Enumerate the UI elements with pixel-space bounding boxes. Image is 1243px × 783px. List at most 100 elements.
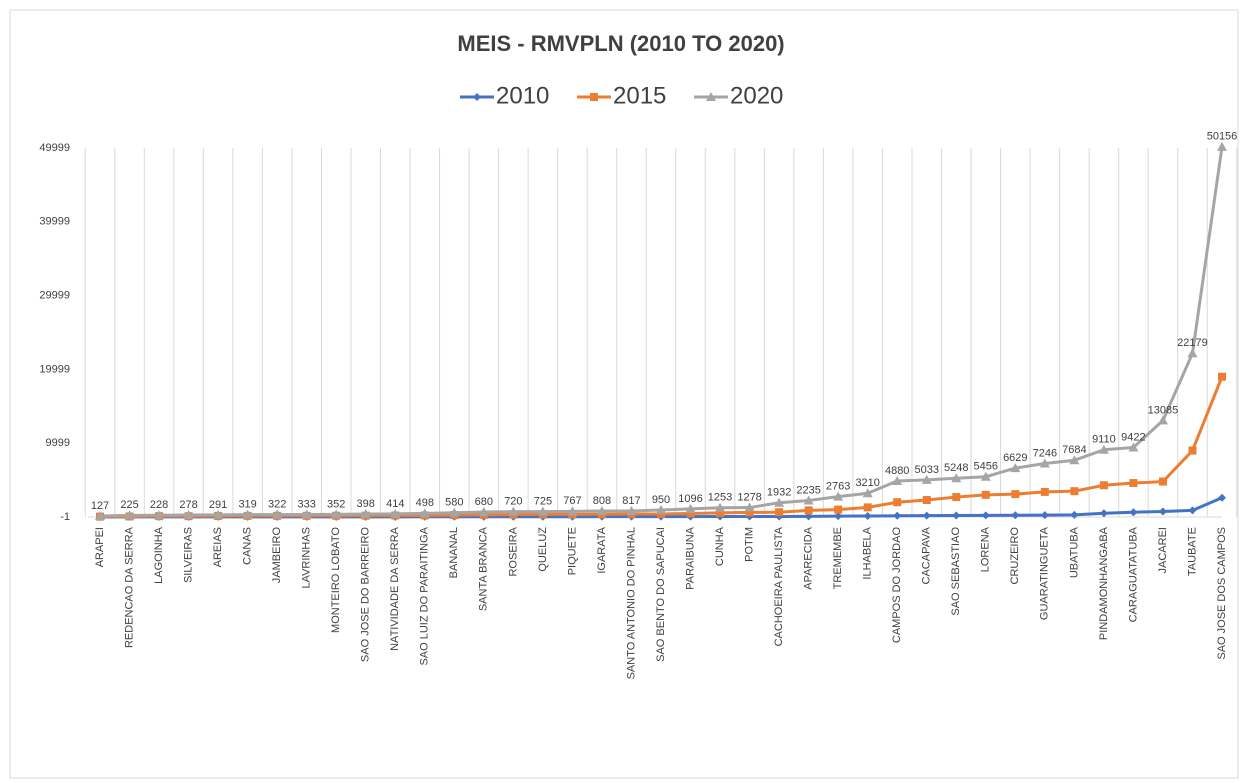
data-point [301,509,312,519]
x-tick-label: SAO BENTO DO SAPUCAI [655,527,667,662]
legend-marker [706,92,716,101]
data-label: 817 [622,495,640,507]
data-point [1158,507,1167,516]
data-label: 398 [357,498,375,510]
data-label: 5248 [944,462,968,474]
data-point [862,488,873,498]
data-point [981,490,990,499]
x-tick-label: SANTA BRANCA [478,526,490,611]
data-label: 5033 [914,464,938,476]
data-point [686,509,695,518]
data-label: 50156 [1207,131,1238,143]
data-point [715,502,726,512]
data-point [774,497,785,507]
data-point [775,508,784,517]
data-label: 319 [238,499,256,511]
data-point [1217,141,1227,151]
data-point [1070,487,1079,496]
data-point [685,503,696,513]
data-label: 1253 [708,492,732,504]
data-label: 13085 [1148,404,1179,416]
data-point [242,509,253,519]
legend-marker [590,93,598,101]
x-tick-label: NATIVIDADE DA SERRA [389,526,401,651]
data-point [922,511,931,520]
data-label: 9110 [1092,434,1116,446]
data-label: 6629 [1003,452,1027,464]
data-point [596,506,607,516]
data-point [893,498,902,507]
y-tick-label: 9999 [46,437,70,449]
y-tick-label: 29999 [39,290,70,302]
data-point [390,508,401,518]
data-point [981,511,990,520]
data-point [922,496,931,505]
data-label: 808 [593,495,611,507]
data-point [1040,487,1049,496]
legend-label: 2015 [613,82,666,109]
x-tick-label: PARAIBUNA [684,526,696,589]
x-tick-label: GUARATINGUETA [1039,526,1051,620]
x-tick-label: PINDAMONHANGABA [1098,526,1110,640]
data-point [921,474,932,484]
x-tick-label: CUNHA [714,526,726,566]
data-point [863,512,872,521]
x-tick-label: UBATUBA [1068,526,1080,578]
x-tick-label: CACAPAVA [921,526,933,584]
data-point [833,491,844,501]
x-tick-label: TAUBATE [1186,527,1198,576]
data-label: 5456 [974,461,998,473]
data-label: 720 [504,496,522,508]
x-tick-label: ILHABELA [862,526,874,579]
data-label: 580 [445,497,463,509]
x-tick-label: IGARATA [596,526,608,573]
y-tick-label: 49999 [39,142,70,154]
x-tick-label: CRUZEIRO [1009,527,1021,585]
data-label: 498 [416,497,434,509]
y-tick-label: 39999 [39,216,70,228]
x-tick-label: ROSEIRA [507,526,519,576]
x-tick-label: ARAPEI [94,527,106,567]
data-point [1128,442,1139,452]
y-tick-label: -1 [60,511,70,523]
data-point [1011,490,1020,499]
data-point [124,510,135,520]
legend-marker [473,93,481,101]
data-label: 725 [534,496,552,508]
x-tick-label: SAO SEBASTIAO [950,527,962,616]
data-point [892,475,903,485]
data-point [626,505,637,515]
data-label: 767 [563,495,581,507]
x-tick-label: QUELUZ [537,527,549,572]
data-label: 291 [209,499,227,511]
data-point [980,471,991,481]
chart-title: MEIS - RMVPLN (2010 TO 2020) [457,31,784,56]
data-label: 228 [150,499,168,511]
data-point [1069,455,1080,465]
data-point [834,512,843,521]
y-tick-label: 19999 [39,363,70,375]
x-tick-label: SAO LUIZ DO PARAITINGA [419,526,431,665]
x-tick-label: MONTEIRO LOBATO [330,527,342,633]
data-point [656,504,666,514]
data-point [1010,463,1021,473]
data-point [567,506,578,516]
x-tick-label: TREMEMBE [832,527,844,589]
data-point [716,508,725,517]
data-point [183,509,194,519]
x-tick-label: SAO JOSE DOS CAMPOS [1216,527,1228,660]
x-tick-label: SAO JOSE DO BARREIRO [360,527,372,663]
legend-label: 2020 [730,82,783,109]
data-point [360,509,371,519]
data-point [1040,511,1049,520]
data-label: 4880 [885,465,909,477]
data-point [537,506,548,516]
data-point [154,510,165,520]
x-tick-label: SANTO ANTONIO DO PINHAL [625,527,637,679]
x-tick-label: BANANAL [448,527,460,578]
x-tick-label: LORENA [980,526,992,572]
data-point [1129,479,1138,488]
data-point [1070,510,1079,519]
data-label: 680 [475,496,493,508]
data-label: 352 [327,498,345,510]
